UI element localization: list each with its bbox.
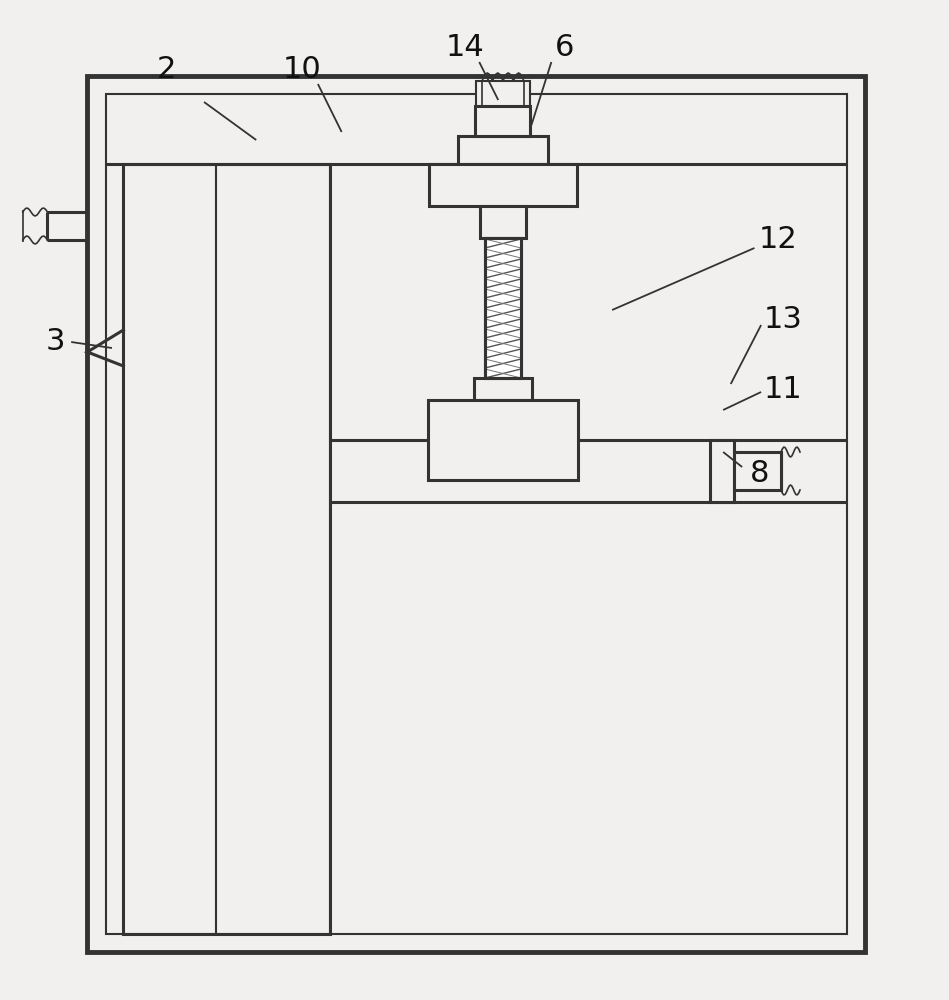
Bar xyxy=(428,400,578,480)
Bar xyxy=(485,238,521,378)
Bar xyxy=(474,378,532,400)
Text: 12: 12 xyxy=(759,226,797,254)
Bar xyxy=(480,206,526,238)
Text: 3: 3 xyxy=(46,328,65,357)
Bar xyxy=(475,106,530,136)
Text: 13: 13 xyxy=(764,306,802,334)
Text: 2: 2 xyxy=(157,55,176,85)
Bar xyxy=(123,164,330,934)
Bar xyxy=(485,238,521,378)
Text: 10: 10 xyxy=(283,55,321,85)
Bar xyxy=(87,76,865,952)
Text: 8: 8 xyxy=(750,458,769,488)
Bar xyxy=(710,440,734,502)
Bar xyxy=(429,164,577,206)
Text: 6: 6 xyxy=(555,33,574,62)
Bar xyxy=(106,94,847,934)
Bar xyxy=(476,81,530,106)
Text: 14: 14 xyxy=(446,33,484,62)
Bar xyxy=(734,452,781,490)
Text: 11: 11 xyxy=(764,375,802,404)
Bar xyxy=(457,136,549,164)
